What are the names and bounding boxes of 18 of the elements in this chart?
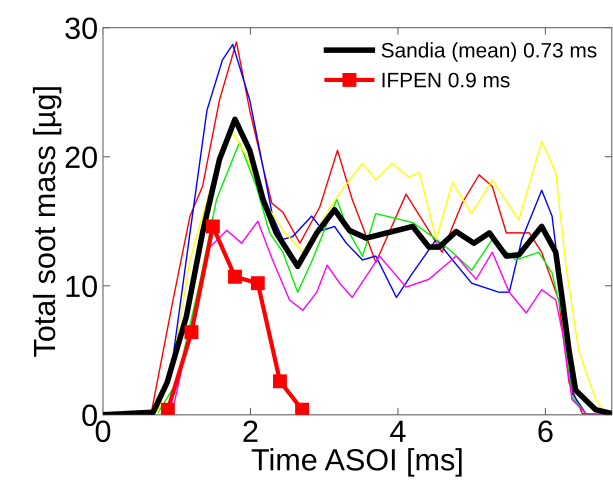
y-tick-label: 30 xyxy=(65,17,97,40)
legend-label: IFPEN 0.9 ms xyxy=(382,72,510,88)
y-axis-title: Total soot mass [µg] xyxy=(32,87,62,357)
point xyxy=(228,270,242,284)
point xyxy=(295,402,310,415)
x-tick-label: 4 xyxy=(390,420,406,442)
point xyxy=(250,276,265,290)
point xyxy=(160,402,175,415)
point xyxy=(273,374,287,388)
y-tick-label: 0 xyxy=(82,404,97,426)
x-axis-title: Time ASOI [ms] xyxy=(252,448,462,477)
y-tick-label: 10 xyxy=(66,276,97,298)
legend-label: Sandia (mean) 0.73 ms xyxy=(382,42,596,62)
y-tick-label: 20 xyxy=(66,146,97,168)
x-tick-label: 2 xyxy=(244,420,258,442)
point xyxy=(184,325,198,340)
x-tick-label: 6 xyxy=(538,420,553,442)
point xyxy=(206,219,220,234)
